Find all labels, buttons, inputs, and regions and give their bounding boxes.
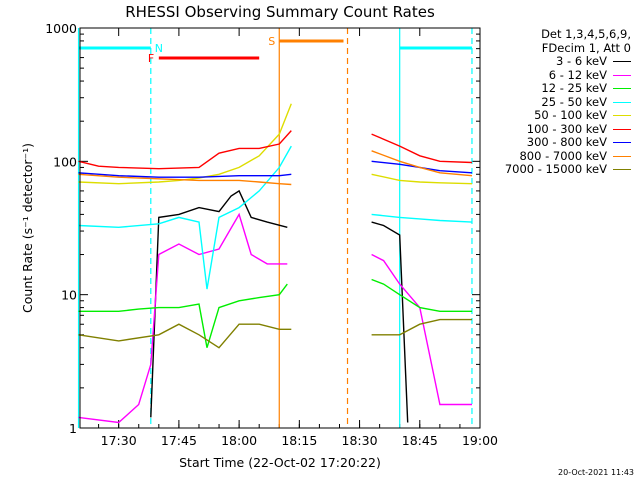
legend-header-2: FDecim 1, Att 0: [541, 40, 631, 55]
x-tick-label: 17:45: [161, 433, 197, 448]
legend-swatch: [613, 115, 631, 117]
y-tick-label: 100: [53, 154, 77, 169]
x-tick-label: 18:45: [402, 433, 438, 448]
legend-label: 800 - 7000 keV: [519, 148, 607, 163]
flag-label-S: S: [268, 35, 275, 48]
series-line-1: [78, 212, 288, 424]
x-tick-label: 19:00: [462, 433, 498, 448]
series-line-5-after-gap: [371, 133, 473, 164]
legend-label: 300 - 800 keV: [526, 135, 607, 149]
legend-entry: 7000 - 15000 keV: [472, 162, 637, 177]
y-tick-label: 1000: [45, 21, 77, 36]
legend-label: 3 - 6 keV: [556, 54, 607, 68]
legend-label: 100 - 300 keV: [526, 121, 607, 136]
series-line-8-after-gap: [371, 318, 472, 336]
x-axis-label: Start Time (22-Oct-02 17:20:22): [179, 455, 381, 470]
series-line-5: [78, 130, 292, 170]
legend-swatch: [613, 61, 631, 63]
chart-title: RHESSI Observing Summary Count Rates: [125, 3, 435, 21]
legend-header-1: Det 1,3,4,5,6,9,: [541, 27, 631, 41]
x-tick-label: 18:30: [342, 433, 378, 448]
x-tick-label: 17:30: [101, 433, 137, 448]
legend-entry: 12 - 25 keV: [472, 81, 637, 96]
series-line-2-after-gap: [371, 278, 472, 312]
flag-label-F: F: [148, 52, 154, 65]
series-line-6-after-gap: [371, 160, 473, 174]
legend-entry: 6 - 12 keV: [472, 67, 637, 83]
legend-swatch: [613, 169, 631, 171]
legend-label: 6 - 12 keV: [548, 67, 607, 82]
legend-swatch: [613, 142, 631, 144]
legend-label: 7000 - 15000 keV: [504, 162, 607, 176]
legend-label: 12 - 25 keV: [541, 81, 607, 95]
series-line-7: [78, 173, 292, 186]
legend-label: 25 - 50 keV: [541, 94, 607, 109]
legend-entry: 800 - 7000 keV: [472, 148, 637, 164]
legend-entry: 300 - 800 keV: [472, 135, 637, 150]
legend-swatch: [613, 128, 631, 130]
legend-swatch: [613, 88, 631, 90]
series-line-4-after-gap: [371, 173, 473, 185]
x-tick-label: 18:15: [281, 433, 317, 448]
series-line-7-after-gap: [371, 150, 473, 177]
series-line-2: [78, 283, 288, 348]
generation-timestamp: 20-Oct-2021 11:43: [558, 468, 634, 477]
legend-label: 50 - 100 keV: [534, 108, 607, 122]
legend-entry: 50 - 100 keV: [472, 108, 637, 123]
x-tick-label: 18:00: [221, 433, 257, 448]
legend-entry: 100 - 300 keV: [472, 121, 637, 137]
series-line-4: [78, 103, 292, 185]
legend-entry: 3 - 6 keV: [472, 54, 637, 69]
legend: Det 1,3,4,5,6,9, FDecim 1, Att 0 3 - 6 k…: [472, 27, 637, 177]
y-tick-label: 1: [69, 421, 77, 436]
y-tick-label: 10: [61, 288, 77, 303]
flag-label-N: N: [155, 42, 163, 55]
series-line-6: [78, 172, 292, 178]
series-line-1-after-gap: [371, 253, 472, 406]
legend-swatch: [613, 101, 631, 103]
y-axis-label: Count Rate (s⁻¹ detector⁻¹): [20, 143, 35, 313]
plot-frame: [79, 27, 481, 429]
series-line-0-after-gap: [371, 221, 409, 423]
legend-swatch: [613, 74, 631, 76]
legend-entry: 25 - 50 keV: [472, 94, 637, 110]
series-line-8: [78, 323, 292, 349]
series-line-3-after-gap: [371, 213, 473, 223]
series-line-0: [150, 189, 288, 418]
legend-swatch: [613, 155, 631, 157]
